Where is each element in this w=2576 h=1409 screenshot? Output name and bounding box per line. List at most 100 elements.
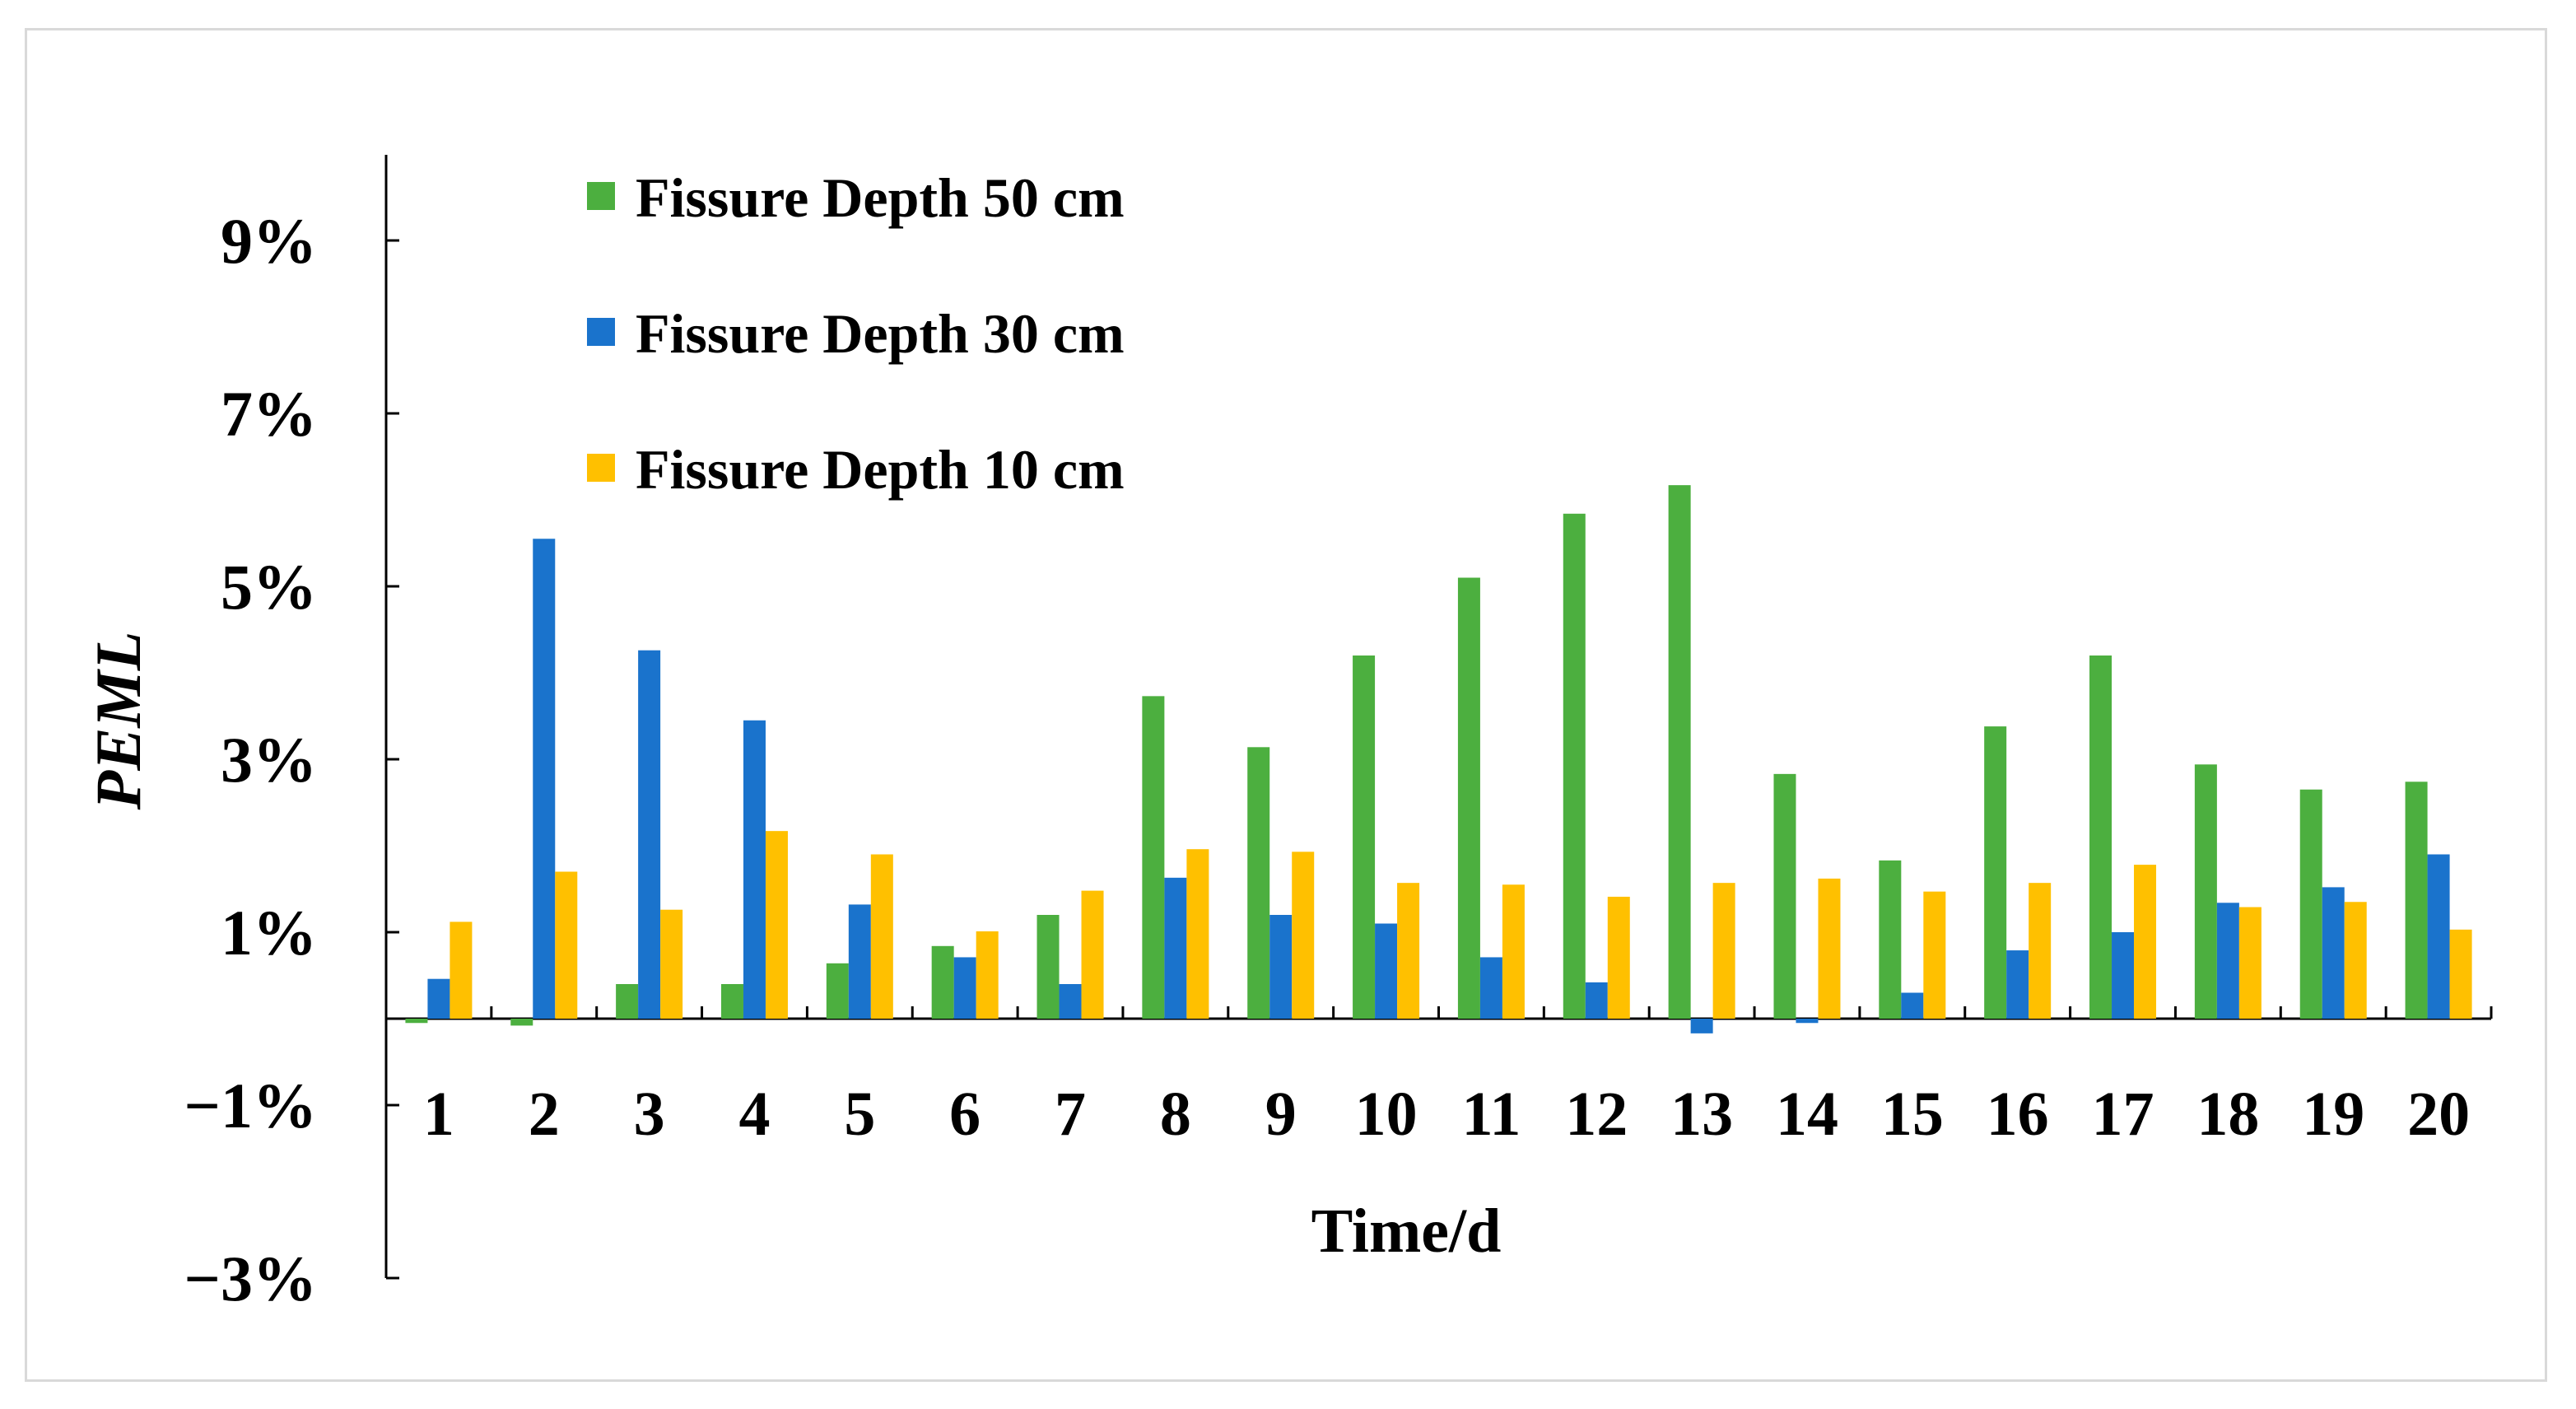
- bar: [720, 984, 743, 1019]
- bar: [2089, 656, 2113, 1019]
- y-tick-label: 1%: [221, 897, 317, 968]
- y-axis-title: PEML: [82, 632, 154, 811]
- x-tick-label: 3: [634, 1080, 665, 1149]
- legend-label: Fissure Depth 50 cm: [636, 166, 1125, 229]
- bar: [1879, 860, 1902, 1019]
- legend-label: Fissure Depth 10 cm: [636, 438, 1125, 501]
- bar: [2112, 932, 2135, 1019]
- bar: [1690, 1019, 1713, 1033]
- bar: [2238, 907, 2262, 1019]
- y-tick-label: −3%: [184, 1243, 317, 1314]
- x-tick-label: 19: [2302, 1080, 2364, 1149]
- bar: [976, 931, 999, 1019]
- x-tick-label: 14: [1776, 1080, 1838, 1149]
- bar: [1247, 747, 1270, 1019]
- x-tick-label: 20: [2407, 1080, 2470, 1149]
- y-tick-label: 3%: [221, 724, 317, 795]
- y-tick-label: 5%: [221, 551, 317, 623]
- bar: [765, 831, 788, 1019]
- bar: [1712, 883, 1735, 1019]
- bar: [826, 963, 849, 1019]
- bar: [555, 871, 578, 1019]
- x-tick-label: 17: [2092, 1080, 2154, 1149]
- x-tick-label: 4: [738, 1080, 770, 1149]
- bar: [1353, 656, 1376, 1019]
- x-axis: 1 2 3 4 5 6 7 8 9 10 11 12 13 14 15 16 17 18 19 20: [386, 1006, 2493, 1149]
- x-tick-label: 10: [1355, 1080, 1418, 1149]
- bar: [660, 909, 683, 1019]
- x-tick-label: 7: [1055, 1080, 1086, 1149]
- bar: [1585, 982, 1608, 1019]
- bar: [743, 720, 766, 1019]
- x-tick-label: 15: [1881, 1080, 1944, 1149]
- legend-swatch: [587, 318, 615, 346]
- bar: [427, 978, 450, 1019]
- bar: [2322, 887, 2345, 1019]
- bar: [2427, 854, 2450, 1019]
- x-tick-label: 5: [844, 1080, 875, 1149]
- bar: [1984, 726, 2007, 1019]
- y-axis: 9% 7% 5% 3% 1% −1% −3%: [184, 155, 399, 1314]
- bar: [1059, 984, 1082, 1019]
- bar: [1479, 957, 1502, 1019]
- bar: [1668, 485, 1691, 1019]
- x-tick-label: 1: [423, 1080, 454, 1149]
- bar: [1142, 696, 1165, 1019]
- bar: [1457, 577, 1480, 1019]
- legend: Fissure Depth 50 cm Fissure Depth 30 cm Fi…: [587, 166, 1125, 501]
- bar: [1375, 923, 1398, 1019]
- legend-swatch: [587, 182, 615, 210]
- bar: [1081, 890, 1104, 1019]
- bar: [2134, 865, 2157, 1019]
- bar: [450, 921, 473, 1019]
- bar: [1607, 896, 1630, 1019]
- bar: [2405, 781, 2428, 1019]
- bar: [2344, 902, 2367, 1019]
- bar: [638, 650, 661, 1019]
- bar: [616, 984, 639, 1019]
- y-tick-label: −1%: [184, 1070, 317, 1141]
- bar: [405, 1019, 428, 1024]
- bar: [1292, 851, 1315, 1019]
- bar: [1923, 891, 1946, 1019]
- x-tick-label: 13: [1670, 1080, 1733, 1149]
- bar: [2194, 764, 2217, 1019]
- x-axis-title: Time/d: [1311, 1197, 1502, 1266]
- bar: [1773, 773, 1796, 1019]
- bar: [1397, 883, 1420, 1019]
- bar: [931, 945, 954, 1019]
- bar: [953, 957, 976, 1019]
- x-tick-label: 12: [1565, 1080, 1628, 1149]
- bars: [405, 485, 2472, 1033]
- x-tick-label: 18: [2196, 1080, 2259, 1149]
- bar: [2449, 929, 2472, 1019]
- bar: [2029, 883, 2052, 1019]
- bar: [2299, 789, 2322, 1019]
- bar: [533, 539, 556, 1019]
- bar: [1164, 877, 1187, 1019]
- legend-label: Fissure Depth 30 cm: [636, 302, 1125, 365]
- x-tick-label: 6: [949, 1080, 981, 1149]
- bar: [870, 854, 893, 1019]
- legend-swatch: [587, 454, 615, 482]
- bar: [1269, 915, 1293, 1019]
- bar: [848, 904, 871, 1019]
- y-tick-label: 9%: [221, 205, 317, 277]
- bar: [2216, 903, 2239, 1019]
- bar: [1563, 513, 1586, 1019]
- bar: [1502, 884, 1525, 1019]
- bar: [1036, 915, 1060, 1019]
- bar: [1796, 1019, 1819, 1024]
- bar: [510, 1019, 533, 1026]
- x-tick-label: 8: [1160, 1080, 1191, 1149]
- x-tick-label: 16: [1987, 1080, 2049, 1149]
- y-tick-label: 7%: [221, 378, 317, 450]
- bar: [2006, 950, 2029, 1019]
- x-tick-label: 2: [529, 1080, 560, 1149]
- bar: [1818, 878, 1841, 1019]
- x-tick-label: 9: [1265, 1080, 1297, 1149]
- x-tick-label: 11: [1462, 1080, 1521, 1149]
- bar: [1901, 992, 1924, 1019]
- bar: [1186, 849, 1209, 1019]
